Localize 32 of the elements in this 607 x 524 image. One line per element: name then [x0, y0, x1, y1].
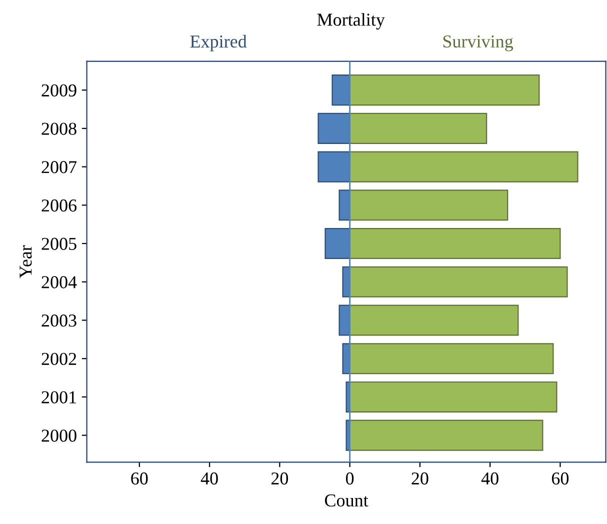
bar: [349, 112, 488, 144]
y-tick-label: 2005: [42, 238, 76, 250]
bar: [349, 420, 544, 451]
y-tick-label: 2004: [42, 276, 77, 288]
x-tick-label: 40: [200, 472, 218, 485]
y-tick-label: 2002: [42, 352, 76, 366]
x-tick-label: 0: [346, 472, 354, 485]
bar: [349, 266, 568, 298]
y-tick-label: 2008: [42, 122, 76, 135]
bar: [349, 381, 558, 412]
y-axis-title: Year: [20, 245, 32, 278]
bar: [349, 228, 561, 260]
x-tick-label: 60: [131, 472, 148, 485]
x-tick-label: 40: [481, 472, 498, 485]
bar: [349, 190, 508, 221]
text: Expired: [190, 34, 247, 52]
x-tick-label: 20: [412, 472, 428, 485]
bar: [349, 343, 554, 374]
y-tick-label: 2009: [42, 84, 76, 97]
x-tick-label: 20: [271, 472, 288, 485]
x-tick-label: 60: [552, 472, 569, 485]
series-label: Surviving: [443, 35, 514, 52]
y-tick-label: 2001: [42, 391, 76, 404]
bar: [349, 304, 519, 336]
y-tick-label: 2007: [42, 161, 77, 174]
y-tick-label: 2006: [42, 199, 77, 212]
bar: [349, 151, 578, 182]
bar: [349, 74, 540, 106]
chart-title: Mortality: [317, 13, 385, 30]
x-axis-title: Count: [324, 494, 368, 507]
y-tick-label: 2000: [42, 430, 76, 442]
y-tick-label: 2003: [42, 314, 76, 327]
